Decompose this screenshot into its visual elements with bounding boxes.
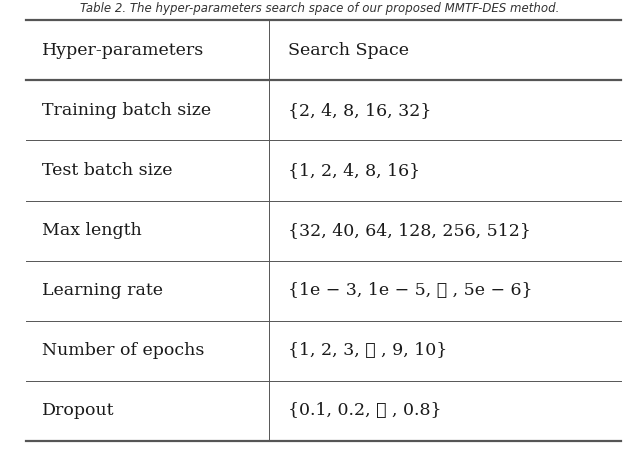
Text: {1e − 3, 1e − 5, ⋯ , 5e − 6}: {1e − 3, 1e − 5, ⋯ , 5e − 6} [288, 282, 532, 299]
Text: Max length: Max length [42, 222, 141, 239]
Text: {0.1, 0.2, ⋯ , 0.8}: {0.1, 0.2, ⋯ , 0.8} [288, 402, 442, 419]
Text: Hyper-parameters: Hyper-parameters [42, 42, 204, 59]
Text: Table 2. The hyper-parameters search space of our proposed MMTF-DES method.: Table 2. The hyper-parameters search spa… [80, 2, 560, 15]
Text: Learning rate: Learning rate [42, 282, 163, 299]
Text: {2, 4, 8, 16, 32}: {2, 4, 8, 16, 32} [288, 102, 431, 119]
Text: Training batch size: Training batch size [42, 102, 211, 119]
Text: {1, 2, 3, ⋯ , 9, 10}: {1, 2, 3, ⋯ , 9, 10} [288, 342, 447, 359]
Text: Search Space: Search Space [288, 42, 409, 59]
Text: Number of epochs: Number of epochs [42, 342, 204, 359]
Text: Test batch size: Test batch size [42, 162, 172, 179]
Text: Dropout: Dropout [42, 402, 114, 419]
Text: {32, 40, 64, 128, 256, 512}: {32, 40, 64, 128, 256, 512} [288, 222, 531, 239]
Text: {1, 2, 4, 8, 16}: {1, 2, 4, 8, 16} [288, 162, 420, 179]
